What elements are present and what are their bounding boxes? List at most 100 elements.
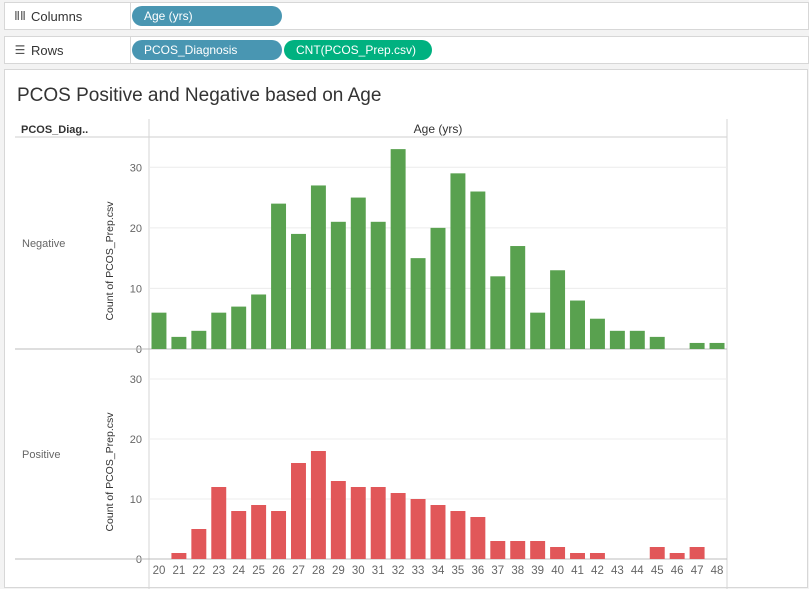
y-tick-label: 10 <box>130 283 142 295</box>
bar-positive-25 <box>251 505 267 559</box>
bar-positive-32 <box>390 493 406 559</box>
x-tick-label: 24 <box>232 565 245 577</box>
bar-negative-29 <box>330 221 346 349</box>
x-tick-label: 30 <box>352 565 365 577</box>
bar-negative-41 <box>570 300 585 349</box>
rows-label-text: Rows <box>31 42 64 58</box>
rows-shelf[interactable]: ☰ Rows PCOS_Diagnosis CNT(PCOS_Prep.csv) <box>4 36 809 64</box>
x-tick-label: 28 <box>312 565 325 577</box>
bar-negative-43 <box>609 330 625 349</box>
bar-negative-47 <box>689 342 705 349</box>
bar-positive-31 <box>370 487 386 559</box>
x-tick-label: 38 <box>511 565 524 577</box>
bar-positive-21 <box>171 553 187 559</box>
x-tick-label: 39 <box>531 565 544 577</box>
y-tick-label: 30 <box>130 162 142 174</box>
bar-positive-34 <box>430 505 446 559</box>
bar-positive-38 <box>510 541 526 559</box>
x-tick-label: 21 <box>172 565 185 577</box>
x-tick-label: 26 <box>272 565 285 577</box>
bar-positive-39 <box>530 541 546 559</box>
bar-negative-24 <box>231 306 247 349</box>
y-tick-label: 20 <box>130 434 142 446</box>
bar-negative-23 <box>211 312 227 349</box>
bar-negative-25 <box>251 294 267 349</box>
columns-icon: ⅡⅡ <box>14 9 26 23</box>
x-tick-label: 22 <box>192 565 205 577</box>
x-tick-label: 35 <box>452 565 465 577</box>
bar-positive-36 <box>470 517 486 559</box>
bar-negative-27 <box>291 233 306 349</box>
chart-title: PCOS Positive and Negative based on Age <box>17 85 382 106</box>
columns-shelf[interactable]: ⅡⅡ Columns Age (yrs) <box>4 2 809 30</box>
row-label-negative: Negative <box>22 238 65 250</box>
bar-positive-24 <box>231 511 247 559</box>
y-axis-title: Count of PCOS_Prep.csv <box>104 412 116 532</box>
count-pill[interactable]: CNT(PCOS_Prep.csv) <box>284 40 432 60</box>
bar-chart: PCOS_Diag.. Age (yrs) 0 10 20 30 Negative Count… <box>15 119 728 589</box>
bar-negative-39 <box>530 312 546 349</box>
bar-negative-44 <box>629 330 645 349</box>
rows-icon: ☰ <box>14 43 26 57</box>
x-tick-label: 27 <box>292 565 305 577</box>
x-tick-label: 44 <box>631 565 644 577</box>
bar-negative-26 <box>271 203 287 349</box>
row-header: PCOS_Diag.. <box>21 124 88 136</box>
y-tick-label: 20 <box>130 223 142 235</box>
x-tick-label: 47 <box>691 565 704 577</box>
bar-positive-30 <box>350 487 366 559</box>
bar-positive-33 <box>410 499 426 559</box>
bar-positive-37 <box>490 541 506 559</box>
age-pill[interactable]: Age (yrs) <box>132 6 282 26</box>
y-tick-label: 10 <box>130 494 142 506</box>
x-tick-label: 43 <box>611 565 624 577</box>
column-header: Age (yrs) <box>414 122 463 136</box>
columns-label-text: Columns <box>31 8 83 24</box>
bar-positive-26 <box>271 511 287 559</box>
bar-negative-28 <box>310 185 326 349</box>
y-tick-label: 0 <box>136 554 142 566</box>
chart-panel: PCOS Positive and Negative based on Age … <box>4 69 808 589</box>
x-tick-label: 33 <box>412 565 425 577</box>
bar-positive-41 <box>570 553 585 559</box>
y-axis-title: Count of PCOS_Prep.csv <box>104 201 116 321</box>
bar-positive-46 <box>669 553 685 559</box>
bar-positive-28 <box>310 451 326 559</box>
x-tick-label: 40 <box>551 565 564 577</box>
y-tick-label: 0 <box>136 344 142 356</box>
pcos-diagnosis-pill[interactable]: PCOS_Diagnosis <box>132 40 282 60</box>
bar-positive-40 <box>550 547 566 559</box>
columns-shelf-label: ⅡⅡ Columns <box>5 3 131 29</box>
row-label-positive: Positive <box>22 449 61 461</box>
bar-negative-38 <box>510 246 526 349</box>
bar-negative-32 <box>390 149 406 349</box>
bar-negative-21 <box>171 336 187 349</box>
bar-negative-45 <box>649 336 665 349</box>
bar-negative-37 <box>490 276 506 349</box>
x-tick-label: 37 <box>491 565 504 577</box>
bar-negative-40 <box>550 270 566 349</box>
bar-positive-29 <box>330 481 346 559</box>
bar-negative-35 <box>450 173 466 349</box>
rows-shelf-label: ☰ Rows <box>5 37 131 63</box>
bar-negative-48 <box>709 342 725 349</box>
bar-negative-34 <box>430 227 446 349</box>
bar-positive-23 <box>211 487 227 559</box>
x-tick-label: 29 <box>332 565 345 577</box>
x-tick-label: 20 <box>153 565 166 577</box>
bar-positive-47 <box>689 547 705 559</box>
x-tick-label: 41 <box>571 565 584 577</box>
x-tick-label: 31 <box>372 565 385 577</box>
bar-negative-36 <box>470 191 486 349</box>
x-tick-label: 32 <box>392 565 405 577</box>
bar-negative-30 <box>350 197 366 349</box>
bar-positive-22 <box>191 529 207 559</box>
x-tick-label: 36 <box>471 565 484 577</box>
bar-negative-33 <box>410 258 426 349</box>
bar-positive-45 <box>649 547 665 559</box>
bar-negative-20 <box>151 312 167 349</box>
x-tick-label: 34 <box>432 565 445 577</box>
bar-positive-42 <box>589 553 605 559</box>
bar-negative-42 <box>589 318 605 349</box>
x-tick-label: 48 <box>711 565 724 577</box>
